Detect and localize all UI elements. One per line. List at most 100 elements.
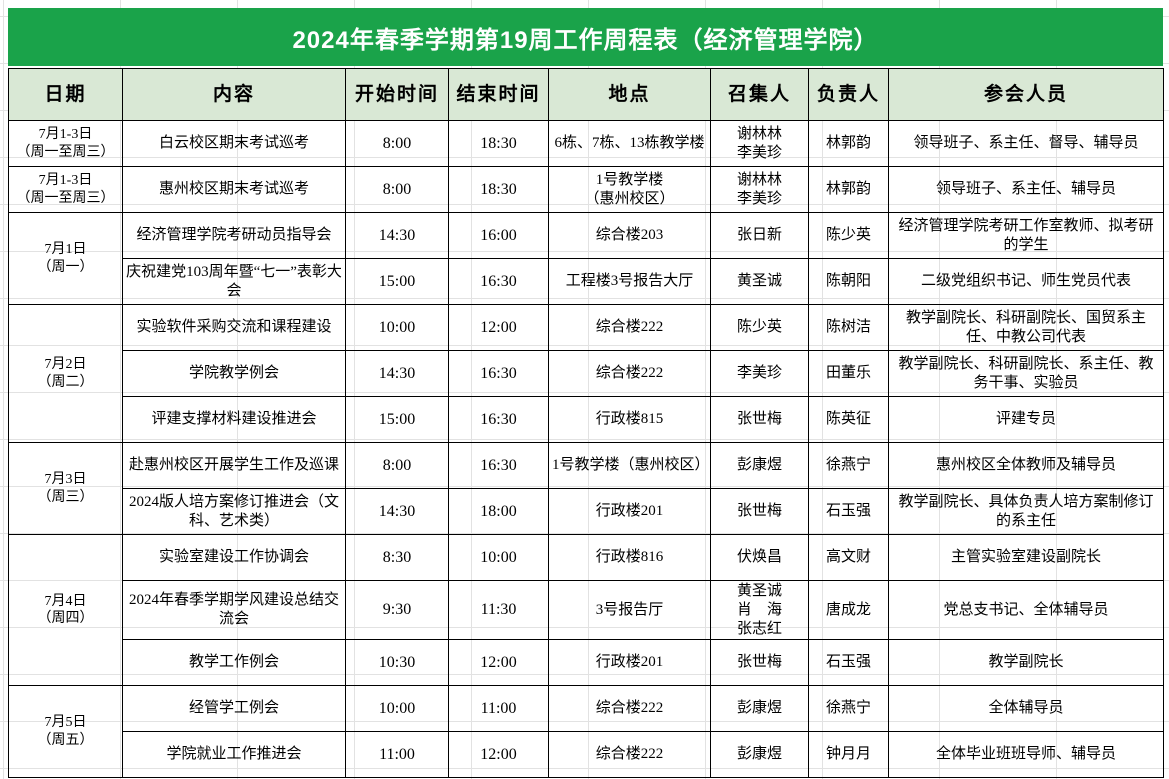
end-time-cell[interactable]: 16:30 xyxy=(448,396,549,443)
content-cell[interactable]: 赴惠州校区开展学生工作及巡课 xyxy=(122,442,346,489)
column-header-date[interactable]: 日期 xyxy=(8,68,123,121)
convener-cell[interactable]: 张日新 xyxy=(710,212,809,259)
start-time-cell[interactable]: 8:00 xyxy=(345,120,449,167)
location-cell[interactable]: 工程楼3号报告大厅 xyxy=(548,258,711,305)
location-cell[interactable]: 综合楼222 xyxy=(548,685,711,733)
participants-cell[interactable]: 全体辅导员 xyxy=(888,685,1164,733)
date-cell[interactable]: 7月4日 （周四） xyxy=(8,533,123,687)
end-time-cell[interactable]: 18:30 xyxy=(448,120,549,167)
lead-cell[interactable]: 陈少英 xyxy=(808,212,889,259)
content-cell[interactable]: 惠州校区期末考试巡考 xyxy=(122,166,346,213)
convener-cell[interactable]: 陈少英 xyxy=(710,304,809,351)
start-time-cell[interactable]: 14:30 xyxy=(345,350,449,397)
column-header-start-time[interactable]: 开始时间 xyxy=(345,68,449,121)
content-cell[interactable]: 2024年春季学期学风建设总结交流会 xyxy=(122,579,346,641)
content-cell[interactable]: 实验软件采购交流和课程建设 xyxy=(122,304,346,351)
start-time-cell[interactable]: 10:00 xyxy=(345,304,449,351)
lead-cell[interactable]: 林郭韵 xyxy=(808,166,889,213)
lead-cell[interactable]: 陈树洁 xyxy=(808,304,889,351)
participants-cell[interactable]: 领导班子、系主任、辅导员 xyxy=(888,166,1164,213)
date-cell[interactable]: 7月1-3日 （周一至周三） xyxy=(8,120,123,167)
lead-cell[interactable]: 田董乐 xyxy=(808,350,889,397)
content-cell[interactable]: 经管学工例会 xyxy=(122,685,346,733)
content-cell[interactable]: 实验室建设工作协调会 xyxy=(122,534,346,581)
end-time-cell[interactable]: 12:00 xyxy=(448,731,549,779)
location-cell[interactable]: 行政楼815 xyxy=(548,396,711,443)
convener-cell[interactable]: 李美珍 xyxy=(710,350,809,397)
location-cell[interactable]: 综合楼222 xyxy=(548,350,711,397)
content-cell[interactable]: 评建支撑材料建设推进会 xyxy=(122,396,346,443)
lead-cell[interactable]: 林郭韵 xyxy=(808,120,889,167)
date-cell[interactable]: 7月1日 （周一） xyxy=(8,212,123,305)
column-header-end-time[interactable]: 结束时间 xyxy=(448,68,549,121)
column-header-convener[interactable]: 召集人 xyxy=(710,68,809,121)
content-cell[interactable]: 教学工作例会 xyxy=(122,639,346,687)
lead-cell[interactable]: 陈朝阳 xyxy=(808,258,889,305)
convener-cell[interactable]: 彭康煜 xyxy=(710,442,809,489)
start-time-cell[interactable]: 8:00 xyxy=(345,166,449,213)
participants-cell[interactable]: 评建专员 xyxy=(888,396,1164,443)
start-time-cell[interactable]: 15:00 xyxy=(345,396,449,443)
end-time-cell[interactable]: 18:00 xyxy=(448,488,549,535)
start-time-cell[interactable]: 14:30 xyxy=(345,488,449,535)
convener-cell[interactable]: 张世梅 xyxy=(710,488,809,535)
content-cell[interactable]: 庆祝建党103周年暨“七一”表彰大会 xyxy=(122,258,346,305)
location-cell[interactable]: 综合楼222 xyxy=(548,304,711,351)
convener-cell[interactable]: 黄圣诚 肖 海 张志红 xyxy=(710,579,809,641)
lead-cell[interactable]: 徐燕宁 xyxy=(808,685,889,733)
end-time-cell[interactable]: 12:00 xyxy=(448,639,549,687)
lead-cell[interactable]: 陈英征 xyxy=(808,396,889,443)
convener-cell[interactable]: 黄圣诚 xyxy=(710,258,809,305)
start-time-cell[interactable]: 14:30 xyxy=(345,212,449,259)
end-time-cell[interactable]: 12:00 xyxy=(448,304,549,351)
page-title[interactable]: 2024年春季学期第19周工作周程表（经济管理学院） xyxy=(8,8,1163,66)
end-time-cell[interactable]: 11:00 xyxy=(448,685,549,733)
participants-cell[interactable]: 教学副院长 xyxy=(888,639,1164,687)
participants-cell[interactable]: 领导班子、系主任、督导、辅导员 xyxy=(888,120,1164,167)
convener-cell[interactable]: 谢林林 李美珍 xyxy=(710,166,809,213)
end-time-cell[interactable]: 16:30 xyxy=(448,442,549,489)
lead-cell[interactable]: 高文财 xyxy=(808,534,889,581)
lead-cell[interactable]: 钟月月 xyxy=(808,731,889,779)
convener-cell[interactable]: 张世梅 xyxy=(710,396,809,443)
lead-cell[interactable]: 徐燕宁 xyxy=(808,442,889,489)
end-time-cell[interactable]: 10:00 xyxy=(448,534,549,581)
content-cell[interactable]: 经济管理学院考研动员指导会 xyxy=(122,212,346,259)
participants-cell[interactable]: 二级党组织书记、师生党员代表 xyxy=(888,258,1164,305)
convener-cell[interactable]: 伏焕昌 xyxy=(710,534,809,581)
convener-cell[interactable]: 谢林林 李美珍 xyxy=(710,120,809,167)
end-time-cell[interactable]: 16:30 xyxy=(448,258,549,305)
lead-cell[interactable]: 石玉强 xyxy=(808,639,889,687)
participants-cell[interactable]: 教学副院长、科研副院长、系主任、教务干事、实验员 xyxy=(888,350,1164,397)
participants-cell[interactable]: 惠州校区全体教师及辅导员 xyxy=(888,442,1164,489)
participants-cell[interactable]: 教学副院长、科研副院长、国贸系主任、中教公司代表 xyxy=(888,304,1164,351)
start-time-cell[interactable]: 10:00 xyxy=(345,685,449,733)
end-time-cell[interactable]: 16:30 xyxy=(448,350,549,397)
content-cell[interactable]: 白云校区期末考试巡考 xyxy=(122,120,346,167)
participants-cell[interactable]: 经济管理学院考研工作室教师、拟考研的学生 xyxy=(888,212,1164,259)
participants-cell[interactable]: 党总支书记、全体辅导员 xyxy=(888,579,1164,641)
date-cell[interactable]: 7月3日 （周三） xyxy=(8,442,123,535)
end-time-cell[interactable]: 18:30 xyxy=(448,166,549,213)
start-time-cell[interactable]: 9:30 xyxy=(345,579,449,641)
column-header-lead[interactable]: 负责人 xyxy=(808,68,889,121)
content-cell[interactable]: 学院就业工作推进会 xyxy=(122,731,346,779)
location-cell[interactable]: 6栋、7栋、13栋教学楼 xyxy=(548,120,711,167)
date-cell[interactable]: 7月2日 （周二） xyxy=(8,304,123,443)
start-time-cell[interactable]: 11:00 xyxy=(345,731,449,779)
date-cell[interactable]: 7月1-3日 （周一至周三） xyxy=(8,166,123,213)
location-cell[interactable]: 综合楼222 xyxy=(548,731,711,779)
lead-cell[interactable]: 唐成龙 xyxy=(808,579,889,641)
location-cell[interactable]: 综合楼203 xyxy=(548,212,711,259)
start-time-cell[interactable]: 15:00 xyxy=(345,258,449,305)
start-time-cell[interactable]: 8:30 xyxy=(345,534,449,581)
location-cell[interactable]: 行政楼816 xyxy=(548,534,711,581)
column-header-location[interactable]: 地点 xyxy=(548,68,711,121)
end-time-cell[interactable]: 16:00 xyxy=(448,212,549,259)
content-cell[interactable]: 学院教学例会 xyxy=(122,350,346,397)
location-cell[interactable]: 行政楼201 xyxy=(548,639,711,687)
location-cell[interactable]: 1号教学楼 （惠州校区） xyxy=(548,166,711,213)
convener-cell[interactable]: 张世梅 xyxy=(710,639,809,687)
participants-cell[interactable]: 全体毕业班班导师、辅导员 xyxy=(888,731,1164,779)
convener-cell[interactable]: 彭康煜 xyxy=(710,731,809,779)
